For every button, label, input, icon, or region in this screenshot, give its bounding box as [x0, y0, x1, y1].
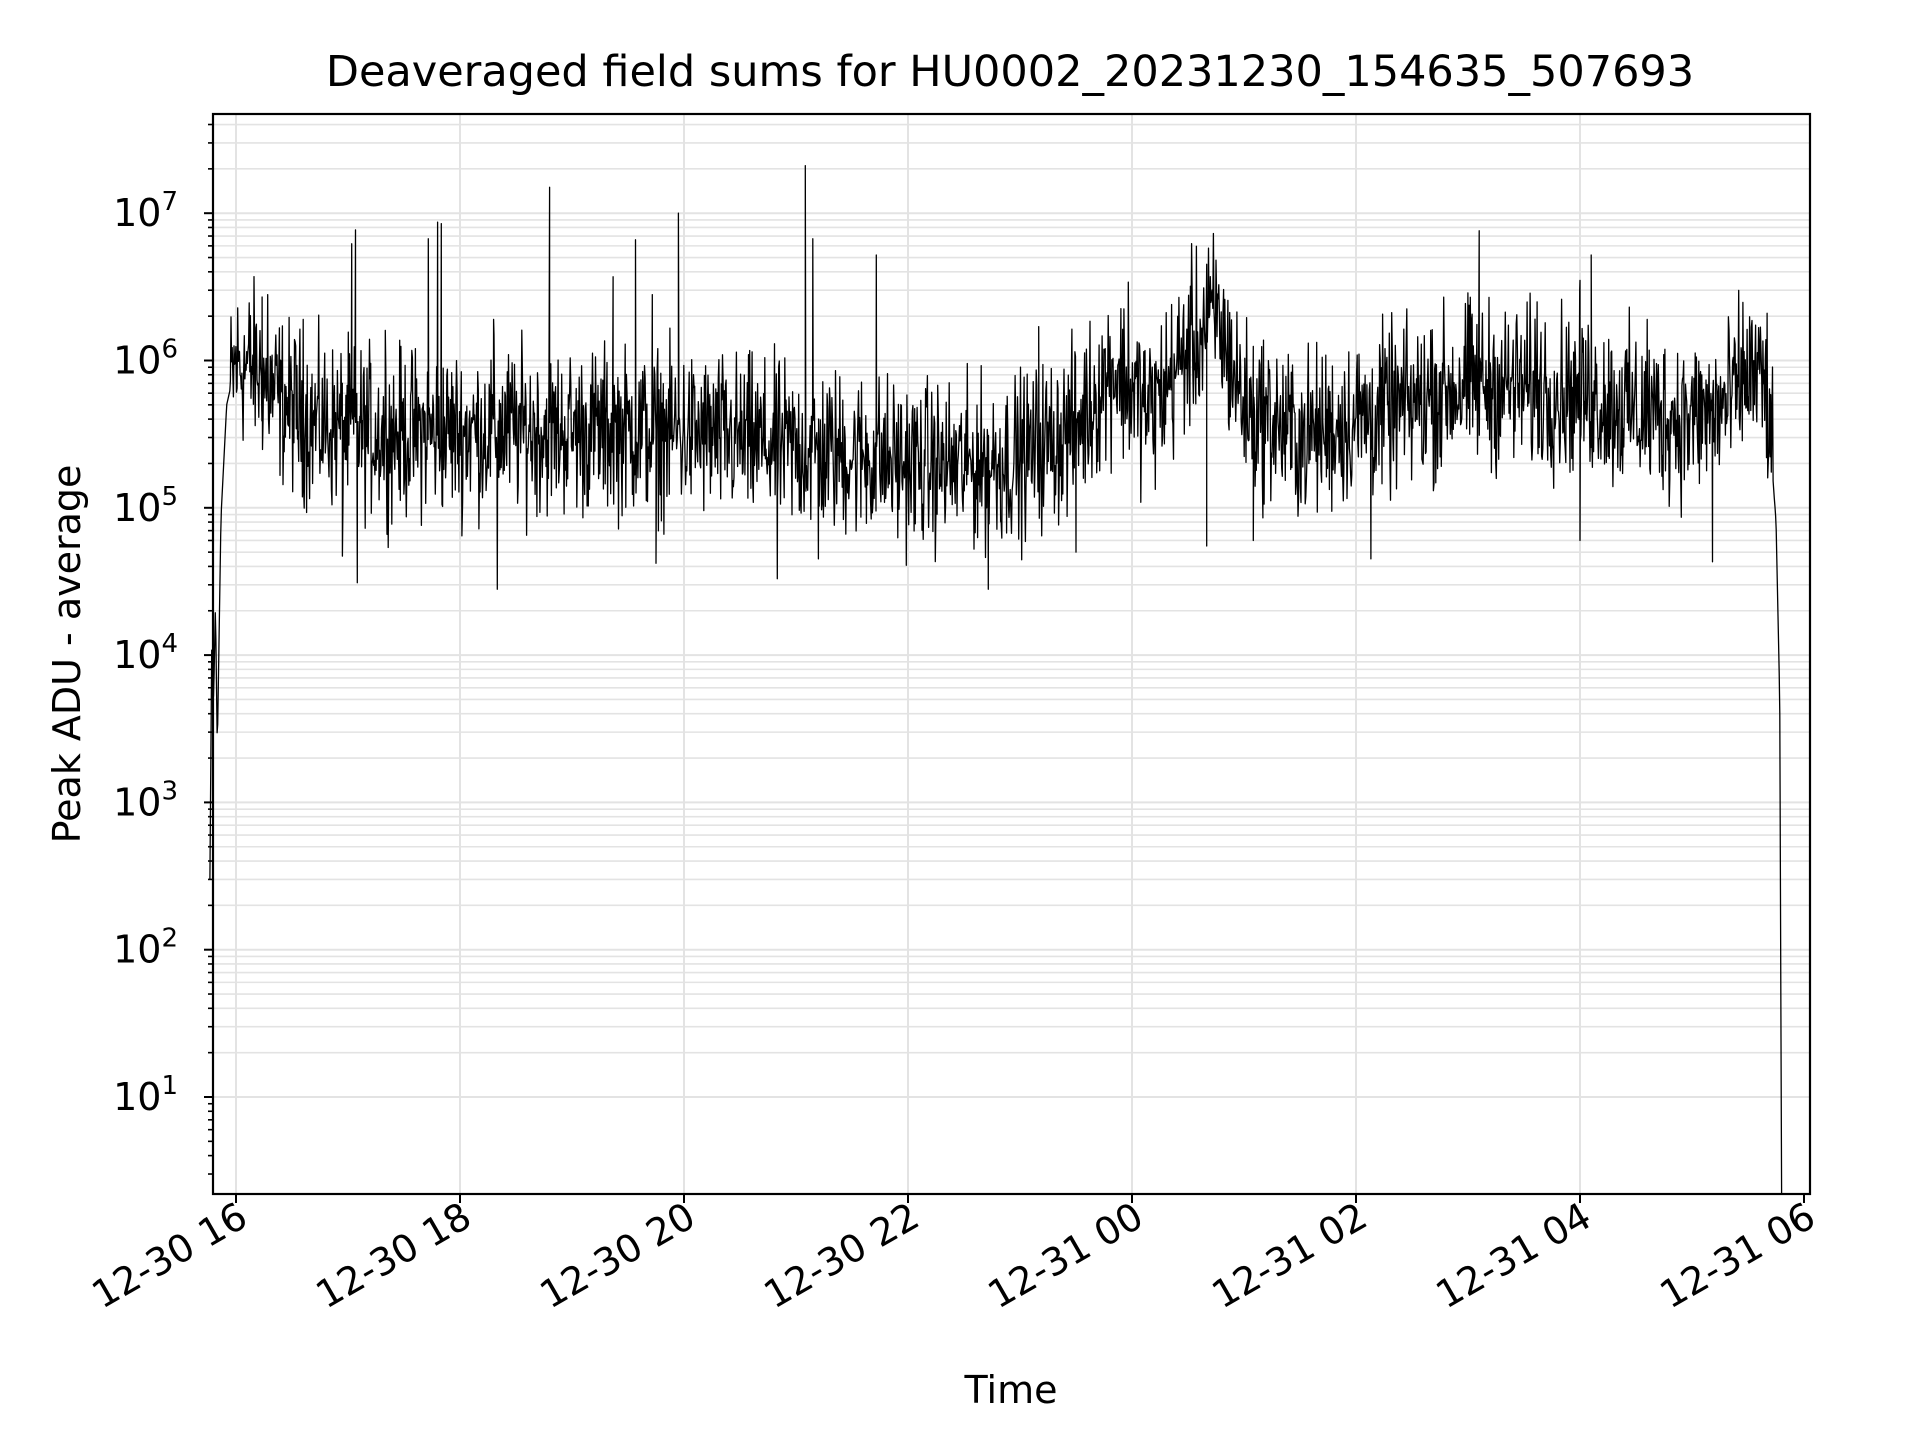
y-tick-label: 106	[113, 335, 178, 383]
y-tick-label: 102	[113, 924, 178, 972]
y-tick-label: 105	[113, 482, 178, 530]
y-tick-label: 107	[113, 187, 178, 235]
series-line	[209, 165, 1783, 1195]
y-tick-label: 101	[113, 1071, 178, 1119]
x-axis-label: Time	[964, 1368, 1058, 1412]
y-axis-label: Peak ADU - average	[45, 465, 89, 844]
y-tick-label: 103	[113, 776, 178, 824]
chart-title: Deaveraged field sums for HU0002_2023123…	[326, 47, 1694, 97]
series-layer	[209, 165, 1783, 1195]
plot-frame	[211, 112, 1812, 1196]
y-axis-ticks: 101 102 103 104 105 106 107	[113, 123, 213, 1175]
y-tick-label: 104	[113, 629, 178, 677]
